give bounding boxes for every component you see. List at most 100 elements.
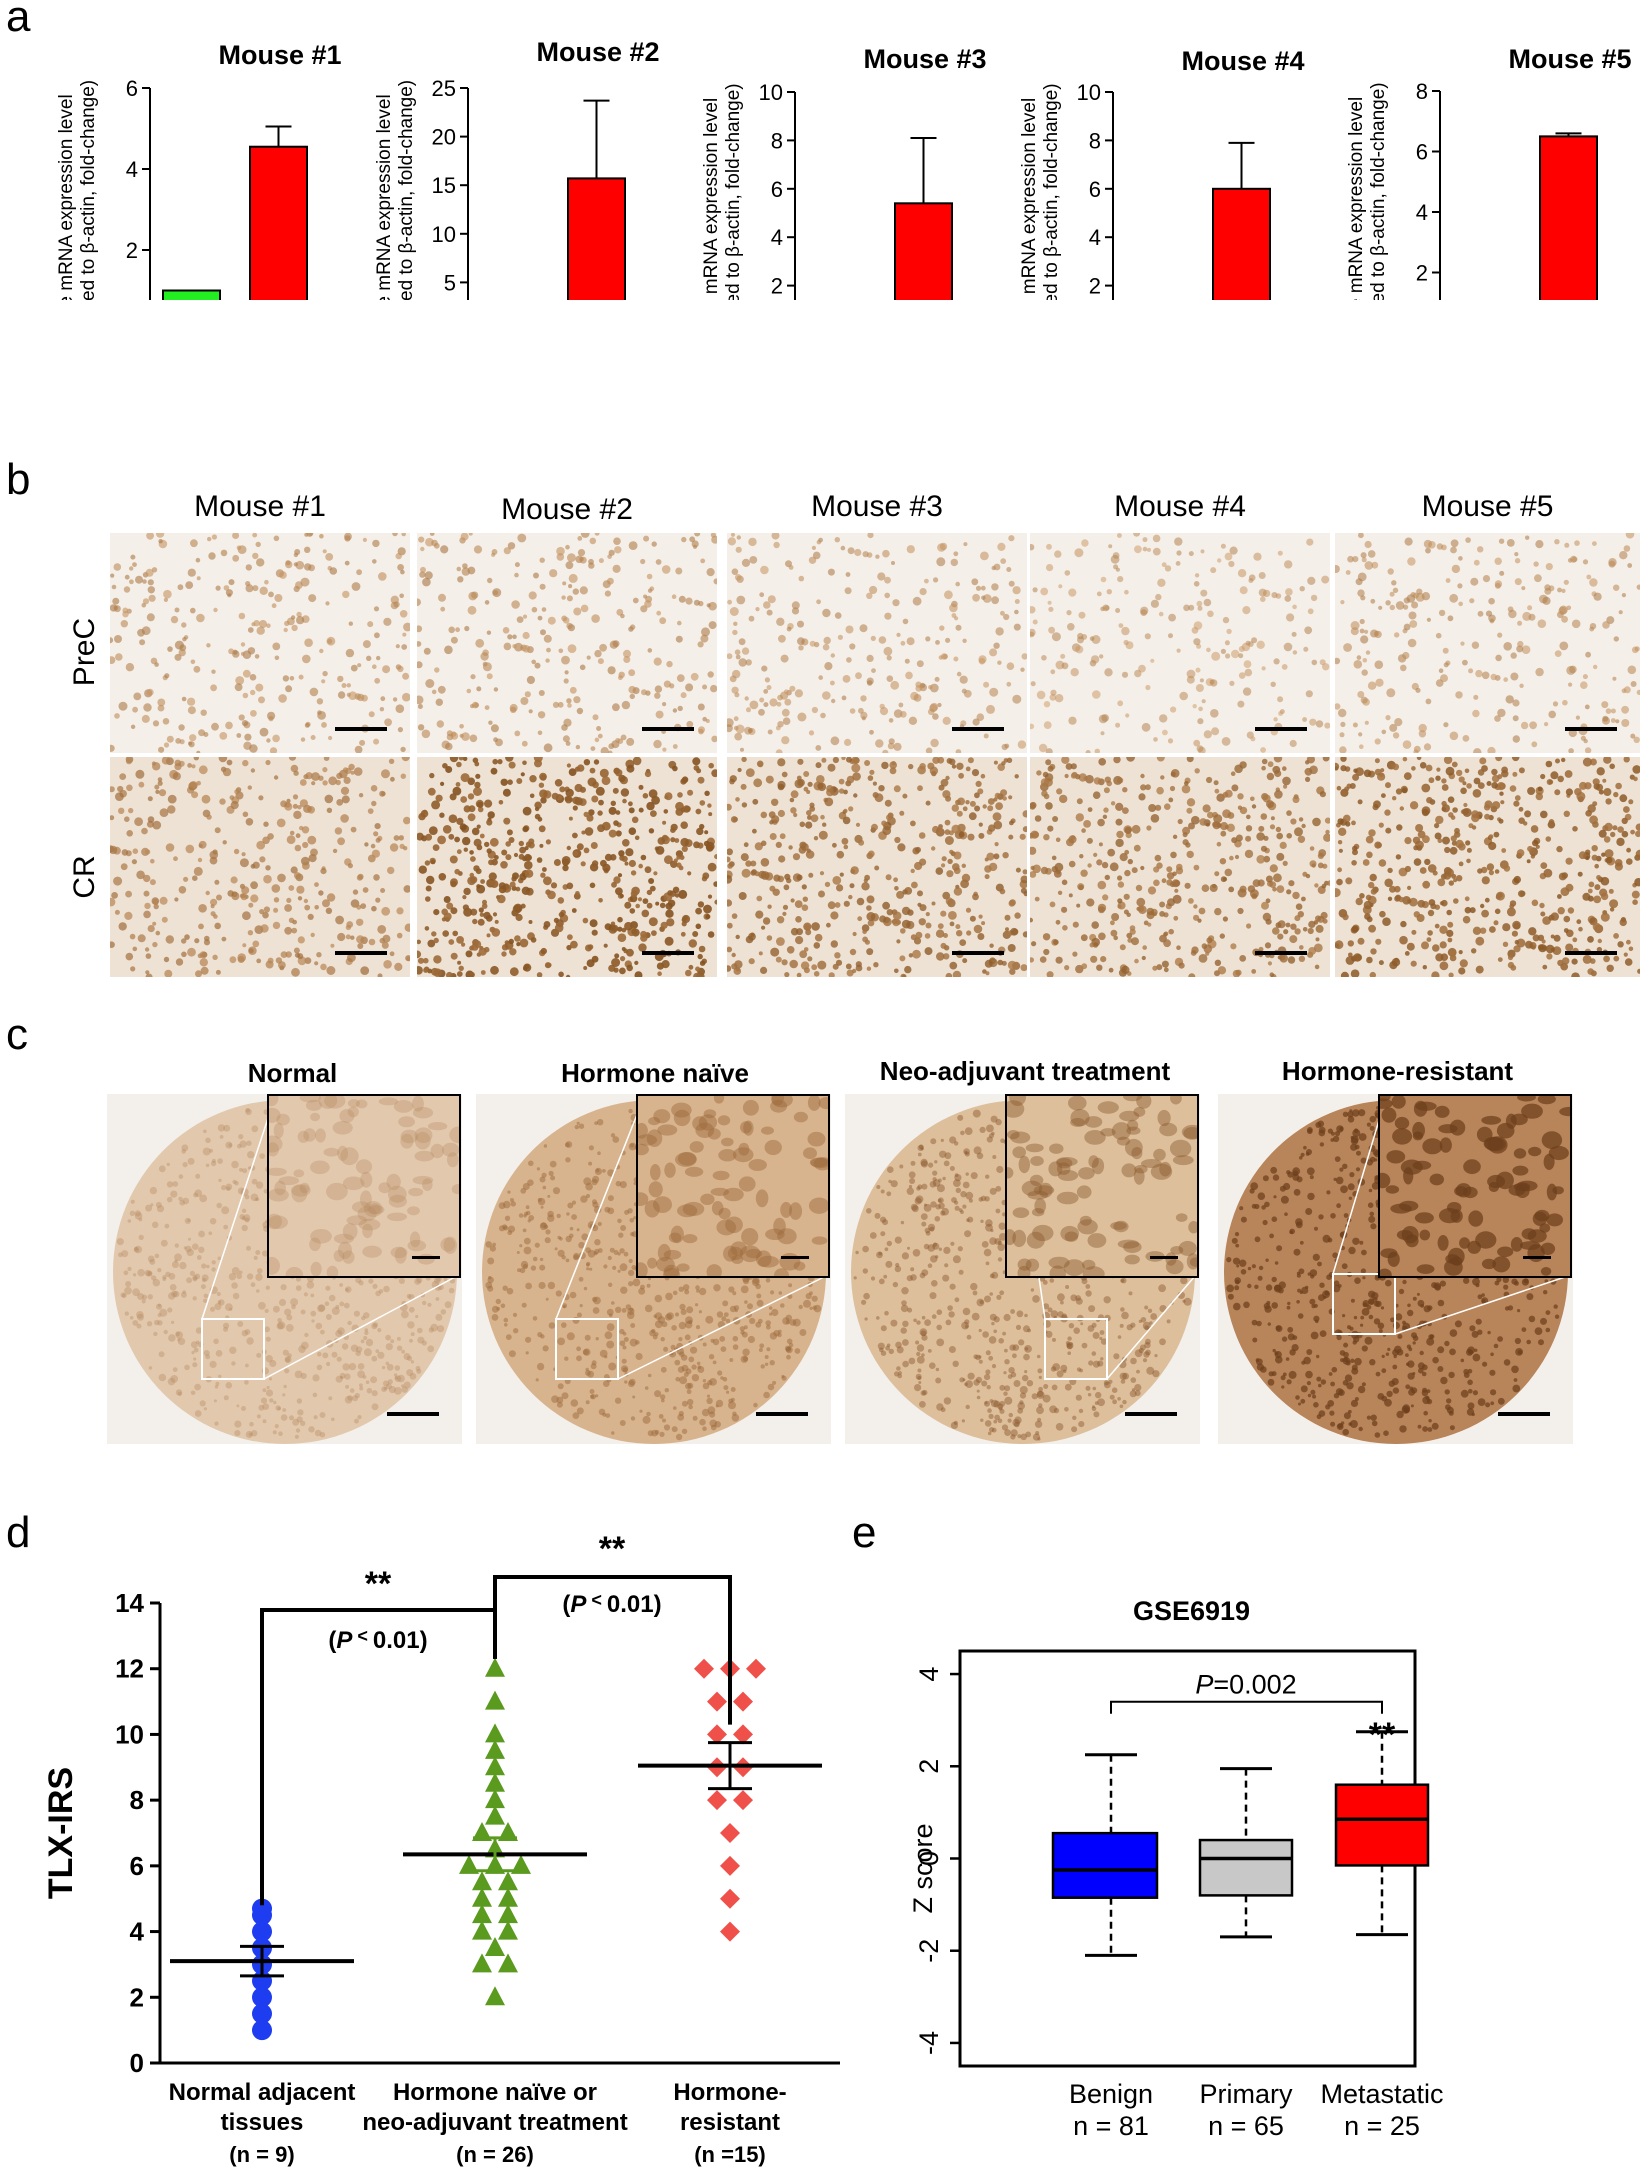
nucleus [940, 942, 947, 949]
nucleus [423, 967, 429, 973]
nucleus [1367, 681, 1377, 690]
nucleus [993, 760, 998, 765]
stain-spot [561, 1255, 566, 1260]
nucleus [456, 936, 464, 944]
nucleus [334, 827, 343, 835]
nucleus [159, 896, 168, 905]
nucleus [1005, 927, 1009, 932]
nucleus [110, 815, 115, 821]
nucleus [1030, 606, 1036, 614]
nucleus [479, 912, 485, 917]
cell [347, 1106, 359, 1118]
stain-spot [739, 1326, 745, 1332]
nucleus [1138, 664, 1146, 673]
nucleus [930, 702, 939, 712]
nucleus [969, 915, 976, 922]
nucleus [152, 720, 160, 727]
histology-image-cr-mouse-2 [417, 757, 717, 977]
stain-spot [132, 1273, 137, 1277]
nucleus [1006, 757, 1013, 763]
nucleus [514, 935, 521, 942]
nucleus [1273, 658, 1280, 665]
nucleus [691, 540, 699, 548]
nucleus [847, 547, 855, 555]
nucleus [1465, 840, 1471, 846]
nucleus [373, 738, 380, 745]
nucleus [197, 857, 203, 863]
nucleus [758, 951, 763, 956]
y-axis-label: Relative mRNA expression level(normalize… [1019, 83, 1062, 300]
nucleus [576, 843, 584, 851]
stain-spot [743, 1325, 748, 1330]
nucleus [776, 701, 782, 707]
bar-cr [567, 177, 626, 300]
nucleus [777, 758, 786, 767]
bar-cr [1212, 187, 1271, 300]
nucleus [808, 556, 817, 564]
nucleus [573, 607, 582, 616]
stain-spot [557, 1249, 565, 1257]
nucleus [781, 959, 788, 966]
y-tick-label: 8 [1416, 79, 1428, 104]
nucleus [846, 775, 855, 784]
nucleus [1428, 777, 1435, 784]
nucleus [859, 624, 868, 633]
nucleus [993, 853, 1000, 860]
cell-texture [110, 533, 410, 753]
stain-spot [607, 1255, 612, 1261]
nucleus [383, 960, 392, 969]
nucleus [242, 669, 251, 678]
nucleus [1574, 540, 1580, 546]
nucleus [955, 624, 962, 631]
nucleus [1260, 596, 1266, 602]
stain-spot [262, 1388, 267, 1393]
stain-spot [765, 1320, 771, 1326]
nucleus [565, 741, 571, 746]
nucleus [897, 843, 906, 852]
nucleus [1110, 929, 1118, 937]
stain-spot [295, 1285, 302, 1291]
nucleus [1102, 894, 1109, 901]
nucleus [1221, 737, 1231, 746]
nucleus [908, 953, 914, 958]
nucleus [1191, 946, 1199, 954]
nucleus [881, 761, 889, 770]
nucleus [1144, 633, 1151, 640]
nucleus [845, 963, 852, 970]
nucleus [423, 957, 429, 964]
cell-texture [727, 757, 1027, 977]
nucleus [448, 833, 455, 840]
nucleus [165, 843, 175, 852]
nucleus [789, 797, 795, 803]
stain-spot [192, 1296, 197, 1301]
nucleus [1561, 872, 1568, 879]
stain-spot [289, 1415, 294, 1421]
stain-spot [324, 1301, 330, 1306]
stain-spot [611, 1301, 615, 1305]
nucleus [1403, 604, 1409, 610]
nucleus [834, 952, 841, 959]
stain-spot [406, 1369, 414, 1377]
cell-texture [110, 757, 410, 977]
y-axis-label-line-2: (normalized to β-actin, fold-change) [1368, 82, 1389, 300]
nucleus [437, 835, 446, 845]
nucleus [1464, 896, 1470, 902]
nucleus [1083, 820, 1091, 828]
nucleus [417, 939, 421, 945]
nucleus [641, 689, 647, 696]
stain-spot [547, 1194, 551, 1198]
nucleus [1276, 885, 1285, 893]
nucleus [877, 572, 886, 581]
stain-spot [679, 1376, 688, 1385]
nucleus [1220, 543, 1226, 549]
stain-spot [175, 1331, 184, 1339]
stain-spot [427, 1302, 432, 1307]
nucleus [806, 810, 812, 816]
nucleus [1470, 577, 1479, 586]
nucleus [740, 853, 749, 862]
nucleus [615, 887, 623, 896]
stain-spot [576, 1407, 584, 1415]
nucleus [1237, 793, 1244, 800]
nucleus [754, 842, 763, 851]
nucleus [388, 758, 395, 764]
